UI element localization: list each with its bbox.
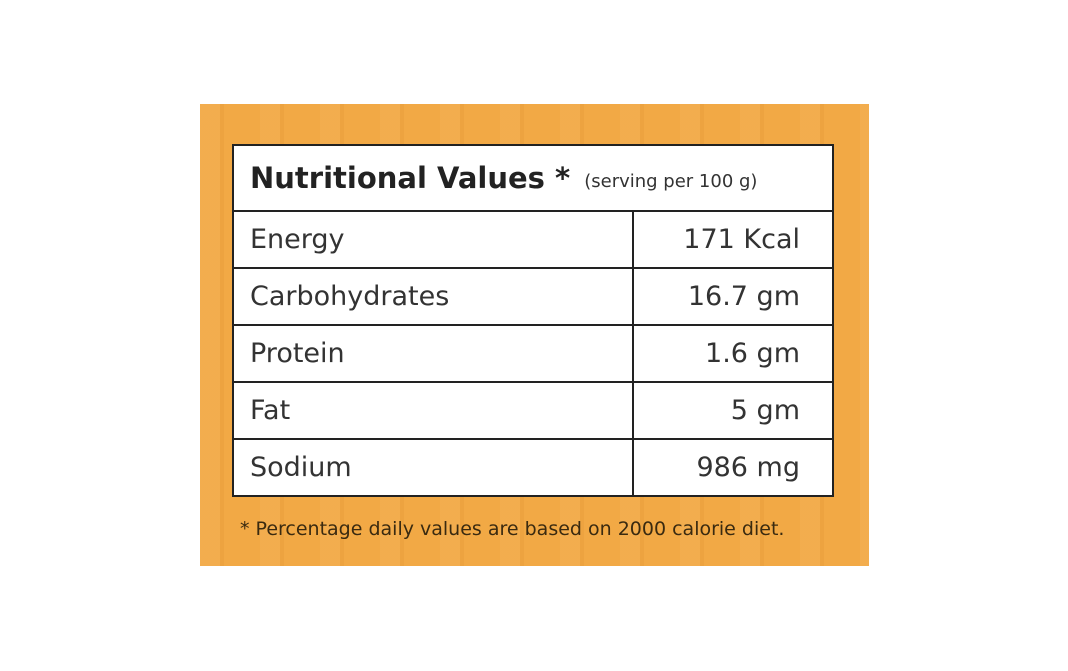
nutrient-cell: Fat — [234, 383, 634, 438]
table-row: Carbohydrates 16.7 gm — [234, 267, 832, 324]
value-cell: 5 gm — [730, 395, 800, 426]
label-panel: Nutritional Values * (serving per 100 g)… — [200, 104, 869, 566]
nutrition-table: Nutritional Values * (serving per 100 g)… — [232, 144, 834, 497]
nutrient-cell: Protein — [234, 326, 634, 381]
nutrient-cell: Energy — [234, 212, 634, 267]
subtitle: (serving per 100 g) — [584, 170, 758, 192]
table-row: Protein 1.6 gm — [234, 324, 832, 381]
rows: Energy 171 Kcal Carbohydrates 16.7 gm Protei… — [234, 212, 832, 495]
table-row: Fat 5 gm — [234, 381, 832, 438]
value-cell: 986 mg — [696, 452, 800, 483]
nutrient-cell: Carbohydrates — [234, 269, 634, 324]
title: Nutritional Values * — [250, 161, 571, 195]
value-cell: 171 Kcal — [683, 224, 800, 255]
table-row: Energy 171 Kcal — [234, 212, 832, 267]
value-cell: 1.6 gm — [705, 338, 800, 369]
table-header: Nutritional Values * (serving per 100 g) — [234, 146, 832, 212]
footnote: * Percentage daily values are based on 2… — [240, 518, 785, 540]
nutrient-cell: Sodium — [234, 440, 634, 495]
table-row: Sodium 986 mg — [234, 438, 832, 495]
value-cell: 16.7 gm — [687, 281, 800, 312]
